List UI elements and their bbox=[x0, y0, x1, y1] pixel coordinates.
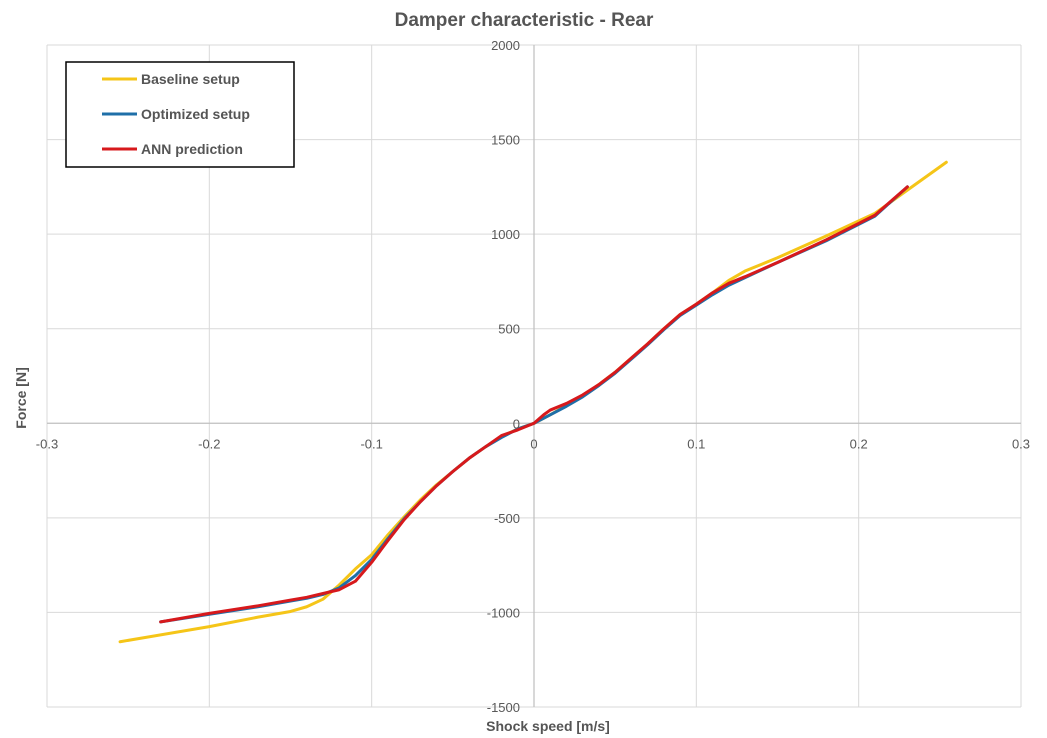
chart-title: Damper characteristic - Rear bbox=[395, 10, 654, 31]
x-tick-label: 0.3 bbox=[1012, 436, 1030, 451]
legend-label-baseline: Baseline setup bbox=[141, 71, 240, 87]
x-tick-label: 0 bbox=[530, 436, 537, 451]
x-tick-label: -0.2 bbox=[198, 436, 220, 451]
x-tick-label: 0.1 bbox=[687, 436, 705, 451]
y-tick-label: 500 bbox=[498, 322, 520, 337]
y-tick-label: 1500 bbox=[491, 133, 520, 148]
y-tick-label: 1000 bbox=[491, 227, 520, 242]
y-axis-title: Force [N] bbox=[13, 367, 29, 428]
legend-label-optimized: Optimized setup bbox=[141, 106, 250, 122]
x-tick-label: 0.2 bbox=[850, 436, 868, 451]
y-tick-label: -1000 bbox=[487, 605, 520, 620]
tick-labels: -0.3 -0.2 -0.1 0 0.1 0.2 0.3 -1500 -1000 -500 0 500… bbox=[36, 38, 1030, 715]
series-line-ann bbox=[159, 185, 909, 624]
y-tick-label: 0 bbox=[513, 416, 520, 431]
y-tick-label: 2000 bbox=[491, 38, 520, 53]
y-tick-label: -500 bbox=[494, 511, 520, 526]
x-axis-title: Shock speed [m/s] bbox=[486, 718, 610, 734]
series-lines bbox=[118, 160, 948, 644]
legend-label-ann: ANN prediction bbox=[141, 141, 243, 157]
y-tick-label: -1500 bbox=[487, 700, 520, 715]
legend: Baseline setup Optimized setup ANN predi… bbox=[65, 61, 295, 168]
x-tick-label: -0.1 bbox=[360, 436, 382, 451]
x-tick-label: -0.3 bbox=[36, 436, 58, 451]
